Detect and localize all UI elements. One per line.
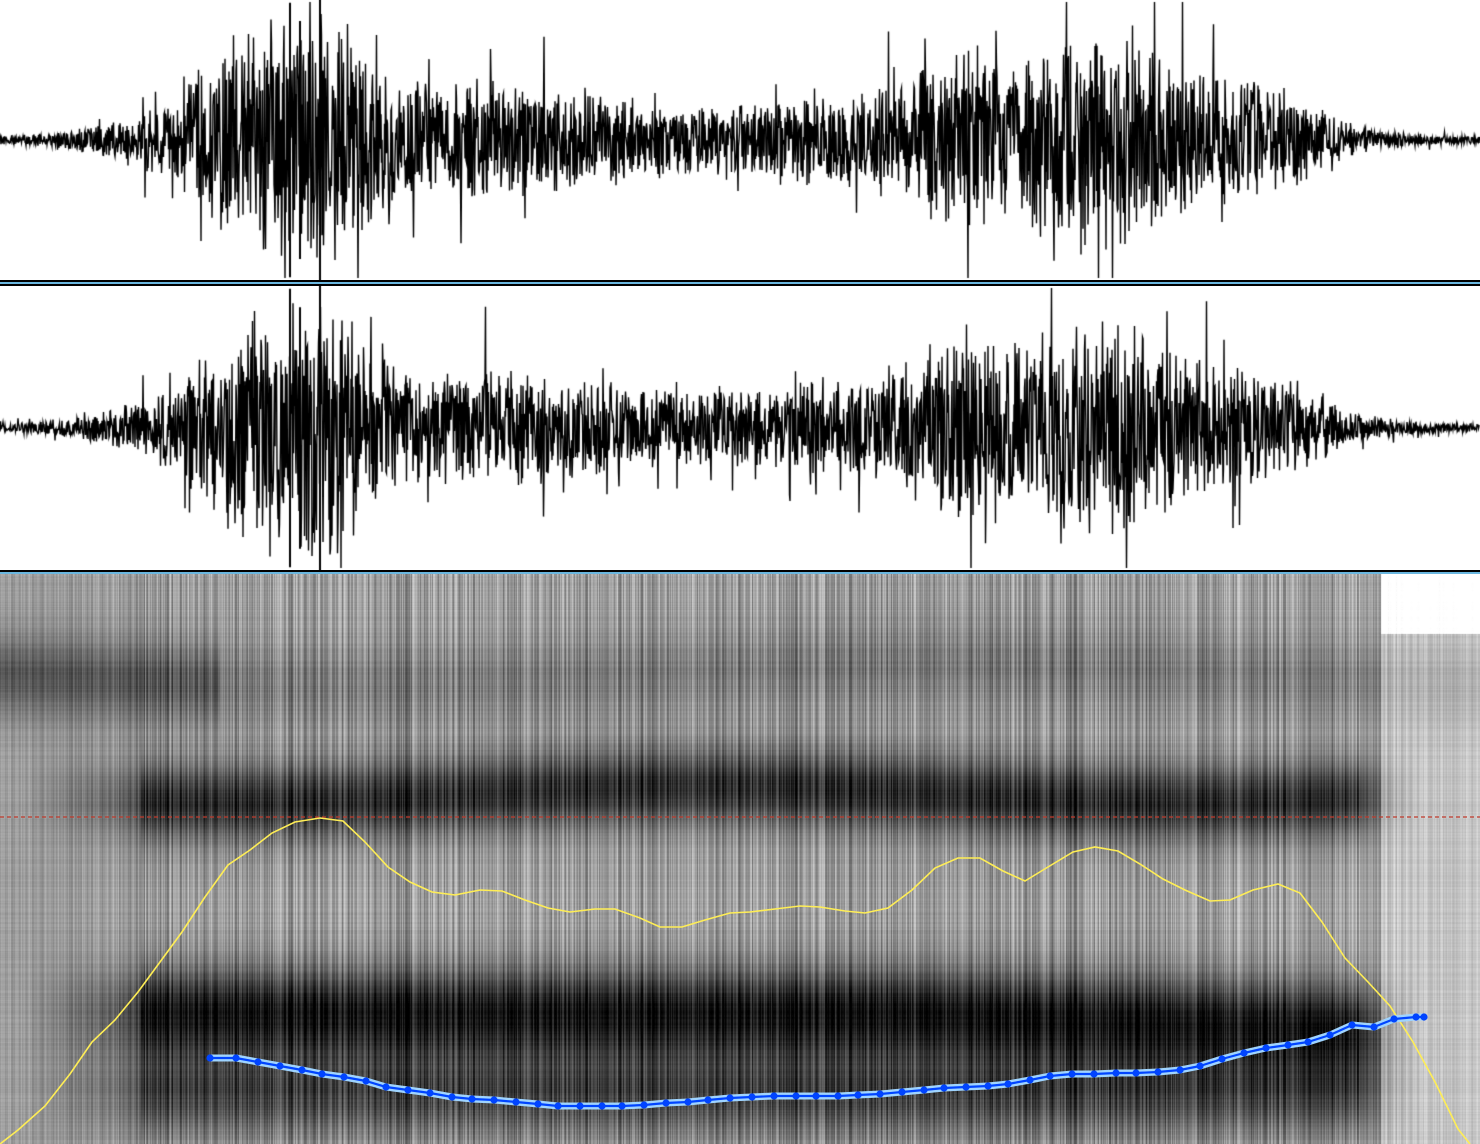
formant-point[interactable] (318, 1070, 326, 1078)
waveform-channel-1-canvas (0, 0, 1480, 280)
formant-point[interactable] (1068, 1070, 1076, 1078)
formant-point[interactable] (1420, 1013, 1428, 1021)
formant-point[interactable] (726, 1094, 734, 1102)
waveform-channel-2-canvas (0, 286, 1480, 570)
formant-point[interactable] (362, 1077, 370, 1085)
formant-point[interactable] (1284, 1041, 1292, 1049)
formant-point[interactable] (854, 1091, 862, 1099)
pitch-contour (0, 817, 1471, 1144)
formant-point[interactable] (512, 1098, 520, 1106)
spectrogram-overlay (0, 816, 1480, 1144)
formant-point[interactable] (576, 1102, 584, 1110)
formant-point[interactable] (704, 1096, 712, 1104)
formant-point[interactable] (1326, 1031, 1334, 1039)
formant-point[interactable] (254, 1058, 262, 1066)
formant-point[interactable] (382, 1083, 390, 1091)
formant-point[interactable] (1154, 1068, 1162, 1076)
formant-point[interactable] (1196, 1062, 1204, 1070)
formant-point[interactable] (426, 1089, 434, 1097)
formant-point[interactable] (770, 1092, 778, 1100)
formant-points[interactable] (206, 1013, 1428, 1110)
channel-divider-highlight (0, 282, 1480, 284)
formant-point[interactable] (1304, 1038, 1312, 1046)
formant-point[interactable] (276, 1062, 284, 1070)
formant-point[interactable] (1176, 1066, 1184, 1074)
formant-point[interactable] (1262, 1044, 1270, 1052)
formant-point[interactable] (898, 1088, 906, 1096)
formant-point[interactable] (468, 1095, 476, 1103)
waveform-channel-1[interactable] (0, 0, 1480, 280)
panel-divider (0, 570, 1480, 574)
formant-point[interactable] (748, 1093, 756, 1101)
formant-point[interactable] (1218, 1055, 1226, 1063)
formant-point[interactable] (812, 1092, 820, 1100)
formant-point[interactable] (554, 1102, 562, 1110)
formant-point[interactable] (940, 1084, 948, 1092)
formant-point[interactable] (876, 1090, 884, 1098)
waveform-channel-2[interactable] (0, 286, 1480, 570)
formant-point[interactable] (962, 1083, 970, 1091)
formant-point[interactable] (618, 1102, 626, 1110)
formant-point[interactable] (490, 1096, 498, 1104)
formant-point[interactable] (920, 1086, 928, 1094)
formant-point[interactable] (1026, 1076, 1034, 1084)
formant-point[interactable] (298, 1066, 306, 1074)
formant-point[interactable] (534, 1100, 542, 1108)
channel-divider (0, 280, 1480, 286)
formant-point[interactable] (684, 1098, 692, 1106)
formant-point[interactable] (1090, 1070, 1098, 1078)
formant-point[interactable] (984, 1082, 992, 1090)
formant-point[interactable] (1240, 1049, 1248, 1057)
formant-point[interactable] (792, 1092, 800, 1100)
formant-point[interactable] (640, 1101, 648, 1109)
formant-point[interactable] (1046, 1072, 1054, 1080)
formant-point[interactable] (1132, 1069, 1140, 1077)
formant-point[interactable] (834, 1092, 842, 1100)
formant-point[interactable] (662, 1099, 670, 1107)
formant-point[interactable] (1004, 1080, 1012, 1088)
formant-point[interactable] (1370, 1023, 1378, 1031)
formant-point[interactable] (404, 1086, 412, 1094)
formant-point[interactable] (232, 1054, 240, 1062)
formant-point[interactable] (206, 1054, 214, 1062)
formant-point[interactable] (1348, 1021, 1356, 1029)
formant-point[interactable] (598, 1102, 606, 1110)
formant-point[interactable] (1412, 1013, 1420, 1021)
formant-point[interactable] (1112, 1069, 1120, 1077)
formant-point[interactable] (1390, 1015, 1398, 1023)
formant-point[interactable] (448, 1093, 456, 1101)
spectrogram-panel[interactable] (0, 574, 1480, 1144)
formant-point[interactable] (340, 1073, 348, 1081)
spectrogram-canvas (0, 574, 1480, 1144)
formant-track (210, 1015, 1424, 1108)
